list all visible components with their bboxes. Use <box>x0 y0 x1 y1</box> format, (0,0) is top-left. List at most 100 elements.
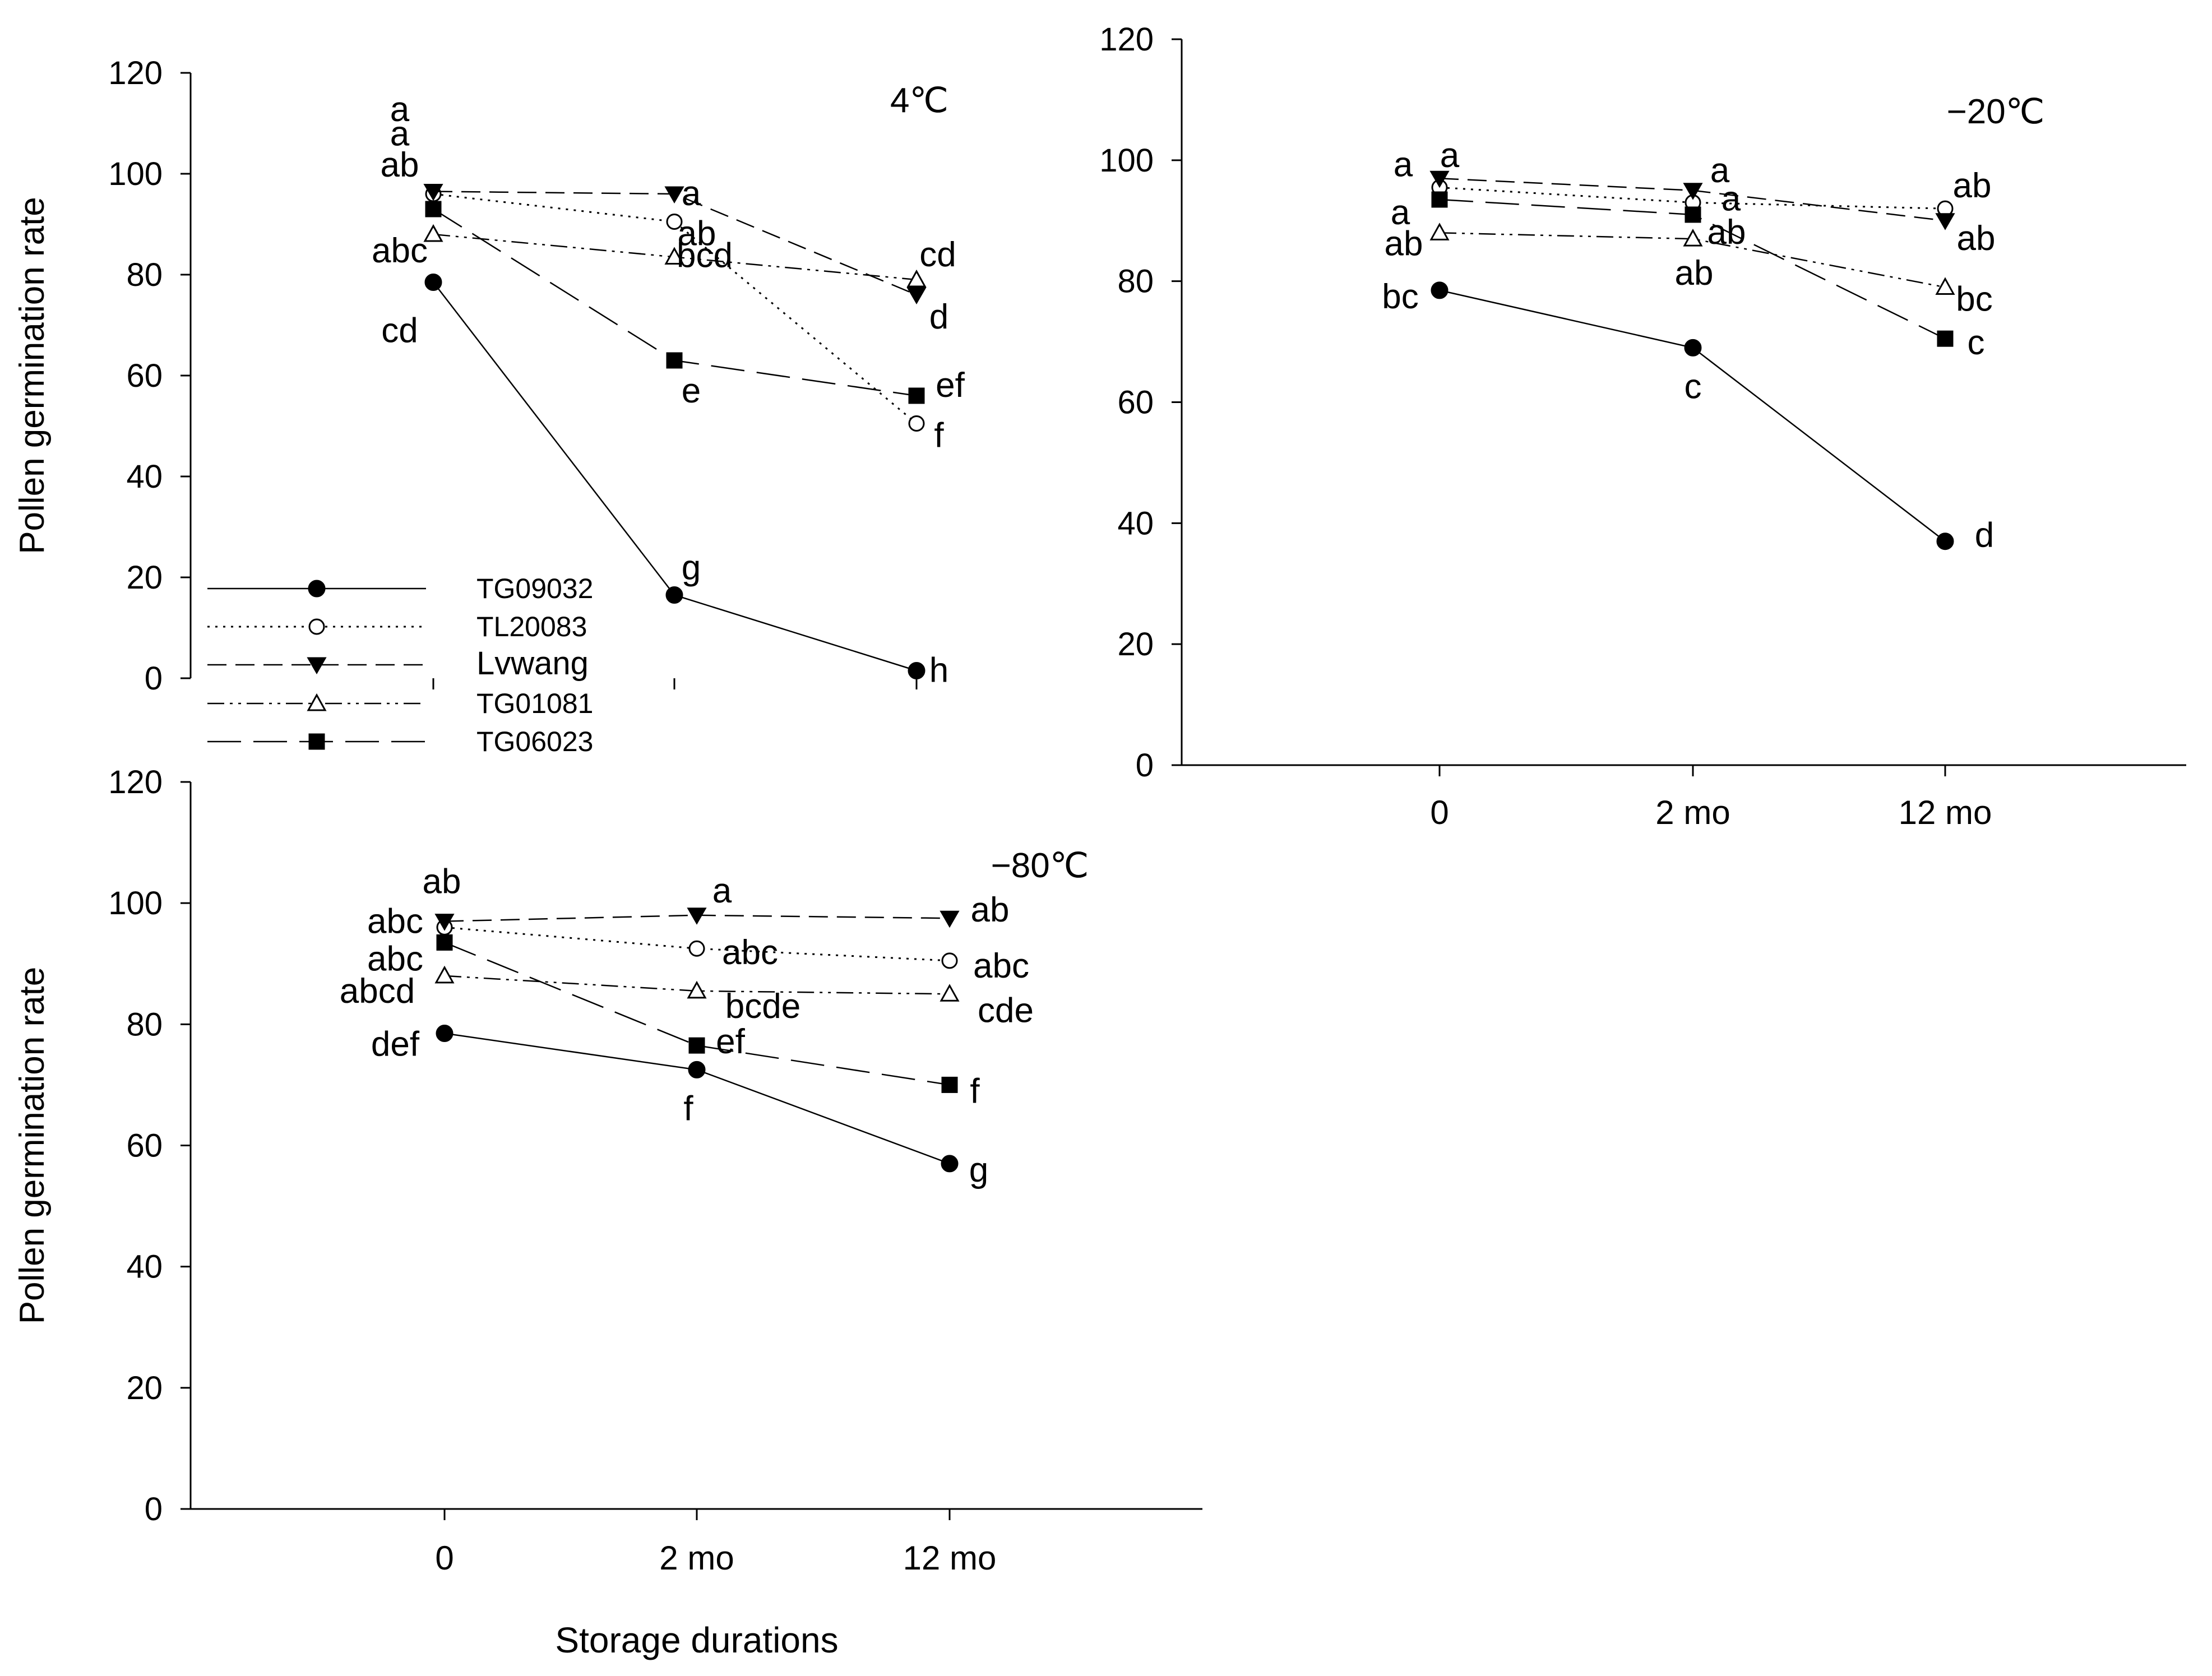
marker-open-triangle-up <box>307 693 327 711</box>
x-axis-label: Storage durations <box>555 1620 838 1660</box>
data-point <box>687 980 707 999</box>
panel-title: −20℃ <box>1947 92 2045 131</box>
x-tick-label: 2 mo <box>1655 794 1730 831</box>
x-axis: 0 2 mo 12 mo <box>1182 764 2186 831</box>
significance-letter: ab <box>971 891 1010 929</box>
data-point <box>434 914 455 931</box>
legend-label: TL20083 <box>476 611 587 642</box>
significance-letter: abc <box>722 933 778 972</box>
y-tick-label: 0 <box>1136 747 1154 784</box>
data-point <box>908 387 925 404</box>
y-tick-label: 80 <box>126 257 163 293</box>
data-point <box>666 214 683 230</box>
series-TG06023: a ab c <box>1391 191 1985 362</box>
y-axis-ticks: 0 20 40 60 80 100 120 <box>108 764 191 1527</box>
legend-label: TG01081 <box>476 688 593 719</box>
data-point <box>688 1037 705 1054</box>
y-tick-label: 80 <box>126 1006 163 1043</box>
data-point <box>688 940 705 957</box>
marker-open-circle <box>308 618 325 635</box>
y-tick-label: 120 <box>108 55 163 91</box>
marker-filled-circle <box>308 580 326 598</box>
series-Lvwang: ab a ab <box>423 863 1010 931</box>
legend-entry-tg01081: TG01081 <box>207 688 593 719</box>
data-point <box>908 415 925 432</box>
significance-letter: bc <box>1956 280 1992 318</box>
y-axis-ticks: 0 20 40 60 80 100 120 <box>1099 21 1182 784</box>
legend-label: TG06023 <box>476 726 593 757</box>
significance-letter: bcd <box>677 237 733 275</box>
significance-letter: c <box>1968 323 1985 362</box>
y-tick-label: 20 <box>126 1370 163 1406</box>
data-point <box>688 1061 706 1078</box>
data-point <box>1937 330 1954 347</box>
data-point <box>1935 277 1955 295</box>
data-point <box>666 352 683 369</box>
series-line <box>1439 232 1946 288</box>
significance-letter: cd <box>919 235 956 274</box>
data-point <box>1431 191 1448 208</box>
series-line <box>444 942 950 1086</box>
data-point <box>423 224 443 242</box>
data-point <box>423 184 443 201</box>
significance-letter: bcde <box>725 987 800 1026</box>
significance-letter: ab <box>1385 224 1423 263</box>
legend-label: Lvwang <box>476 645 589 682</box>
significance-letter: g <box>969 1151 988 1189</box>
significance-letter: a <box>1391 193 1410 232</box>
significance-letter: ab <box>1953 166 1992 205</box>
data-point <box>1429 223 1450 240</box>
x-axis <box>432 678 918 689</box>
data-point <box>1684 339 1702 357</box>
data-point <box>436 1025 453 1043</box>
series-TG09032: bc c d <box>1382 277 1994 555</box>
data-point <box>1683 229 1703 247</box>
significance-letter: a <box>682 174 701 213</box>
legend-entry-tl20083: TL20083 <box>207 611 587 642</box>
significance-letter: a <box>1394 145 1413 184</box>
data-point <box>1431 281 1449 299</box>
y-tick-label: 100 <box>108 885 163 922</box>
y-tick-label: 100 <box>1099 142 1154 179</box>
data-point <box>664 186 684 204</box>
x-axis: 0 2 mo 12 mo <box>191 1508 1202 1577</box>
y-axis-label: Pollen germination rate <box>13 197 52 554</box>
significance-letter: d <box>929 298 948 336</box>
legend-entry-tg06023: TG06023 <box>207 726 593 757</box>
significance-letter: abcd <box>340 972 415 1011</box>
x-tick-label: 0 <box>435 1539 453 1577</box>
significance-letter: a <box>712 872 732 910</box>
significance-letter: a <box>1722 179 1741 218</box>
significance-letter: d <box>1975 516 1994 555</box>
data-point <box>664 247 684 265</box>
data-point <box>665 586 683 604</box>
data-point <box>908 662 925 679</box>
legend-marker <box>307 657 327 675</box>
y-tick-label: 60 <box>1117 385 1154 421</box>
y-tick-label: 120 <box>108 764 163 800</box>
y-tick-label: 60 <box>126 358 163 394</box>
significance-letter: ef <box>716 1022 745 1061</box>
y-tick-label: 120 <box>1099 21 1154 58</box>
panel-title: −80℃ <box>991 846 1089 885</box>
x-tick-label: 12 mo <box>903 1539 997 1577</box>
y-tick-label: 40 <box>126 459 163 495</box>
y-tick-label: 60 <box>126 1128 163 1164</box>
significance-letter: cde <box>978 991 1034 1030</box>
data-point <box>941 1155 959 1173</box>
series-TG09032: def f g <box>371 1025 988 1189</box>
data-point <box>1935 213 1955 230</box>
legend-marker <box>308 618 325 635</box>
x-tick-label: 12 mo <box>1899 794 1992 831</box>
significance-letter: abc <box>973 947 1029 985</box>
legend-label: TG09032 <box>476 573 593 604</box>
x-tick-label: 2 mo <box>659 1539 734 1577</box>
marker-filled-square <box>308 733 325 750</box>
significance-letter: def <box>371 1025 420 1064</box>
significance-letter: a <box>390 115 410 154</box>
series-TG06023: abc ef f <box>367 934 980 1110</box>
